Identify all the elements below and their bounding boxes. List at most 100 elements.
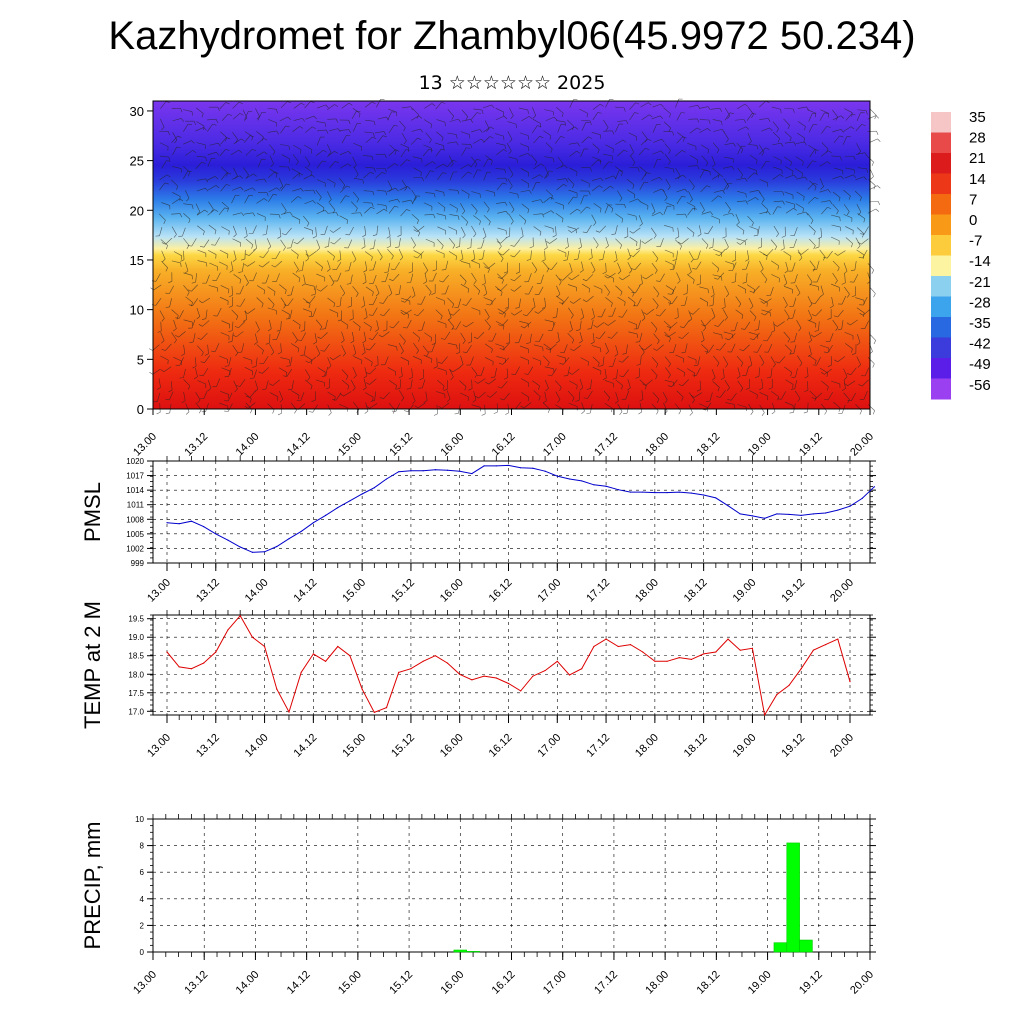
wind-barb-flag — [773, 324, 778, 327]
wind-barb-flag — [369, 248, 374, 250]
colorbar-label: -35 — [969, 315, 991, 332]
wind-barb — [627, 379, 631, 388]
wind-barb — [590, 248, 593, 258]
wind-barb — [159, 403, 161, 413]
wind-barb — [532, 182, 537, 191]
wind-barb — [339, 296, 342, 306]
wind-barb-flag — [710, 211, 714, 216]
wind-barb-flag — [539, 174, 544, 178]
wind-barb — [281, 203, 287, 212]
wind-barb — [689, 127, 698, 134]
wind-barb-flag — [340, 393, 344, 397]
wind-barb-flag — [678, 336, 683, 339]
wind-barb — [831, 297, 834, 306]
wind-barb-flag — [419, 377, 424, 380]
wind-barb — [448, 189, 458, 191]
wind-barb — [327, 151, 335, 158]
wind-barb-flag — [346, 325, 349, 330]
wind-barb — [376, 208, 385, 215]
pmsl-x-tick-label: 14.12 — [292, 577, 320, 605]
wind-barb-flag — [857, 364, 861, 368]
wind-barb — [543, 196, 551, 203]
wind-barb — [482, 250, 485, 260]
wind-barb-flag — [206, 262, 208, 267]
wind-barb — [832, 203, 839, 211]
pmsl-point — [764, 517, 766, 519]
wind-barb — [605, 263, 607, 273]
wind-barb — [220, 332, 230, 337]
precip-y-tick-label: 8 — [140, 842, 145, 851]
wind-barb-flag — [877, 138, 881, 142]
wind-barb-flag — [239, 175, 244, 179]
wind-barb-flag — [279, 399, 283, 403]
wind-barb-flag — [353, 259, 357, 263]
wind-barb — [383, 308, 390, 316]
wind-barb-flag — [641, 317, 646, 321]
wind-barb-flag — [156, 411, 161, 415]
wind-barb-flag — [749, 290, 754, 293]
wind-barb-flag — [326, 268, 331, 272]
wind-barb-flag — [527, 209, 530, 214]
wind-barb-flag — [707, 128, 711, 132]
wind-barb — [591, 214, 597, 223]
wind-barb — [664, 143, 671, 151]
wind-barb — [423, 119, 432, 125]
precip-x-tick-label: 19.00 — [746, 969, 774, 997]
wind-barb — [627, 262, 633, 271]
wind-barb-flag — [787, 125, 790, 130]
wind-barb-flag — [273, 291, 276, 296]
wind-barb — [807, 213, 814, 221]
wind-barb — [731, 343, 736, 353]
wind-barb-flag — [451, 326, 455, 331]
wind-barb — [398, 248, 404, 258]
wind-barb — [484, 274, 486, 284]
wind-barb — [608, 320, 616, 326]
wind-barb-flag — [582, 278, 587, 282]
wind-barb-flag — [179, 213, 183, 218]
wind-barb — [350, 379, 356, 388]
wind-barb — [410, 379, 413, 389]
y-tick-label: 0 — [137, 402, 144, 417]
wind-barb — [707, 225, 714, 234]
wind-barb — [687, 208, 694, 216]
wind-barb-flag — [721, 276, 723, 281]
wind-barb-flag — [198, 409, 202, 414]
wind-barb — [785, 261, 789, 271]
wind-barb-flag — [704, 169, 709, 171]
wind-barb-flag — [803, 411, 808, 414]
wind-barb — [329, 202, 336, 211]
wind-barb — [473, 138, 482, 144]
wind-barb — [400, 356, 409, 362]
wind-barb — [460, 131, 470, 135]
wind-barb — [266, 238, 272, 247]
wind-barb-flag — [450, 376, 454, 381]
wind-barb — [746, 113, 753, 121]
wind-barb — [667, 331, 676, 338]
wind-barb — [208, 201, 214, 210]
wind-barb-flag — [873, 340, 876, 345]
wind-barb-flag — [510, 255, 515, 258]
wind-barb-flag — [718, 195, 722, 198]
wind-barb-flag — [814, 330, 819, 332]
wind-barb-flag — [289, 211, 293, 216]
wind-barb — [183, 285, 190, 293]
wind-barb — [425, 132, 432, 140]
wind-barb-flag — [432, 269, 437, 272]
wind-barb-flag — [814, 186, 817, 191]
wind-barb-flag — [228, 330, 233, 333]
wind-barb — [195, 391, 201, 401]
wind-barb-flag — [727, 115, 731, 120]
pmsl-point — [751, 515, 754, 517]
wind-barb — [508, 156, 518, 160]
wind-barb — [719, 390, 726, 398]
wind-barb — [701, 211, 711, 215]
wind-barb — [494, 368, 497, 377]
wind-barb — [317, 104, 326, 109]
wind-barb-flag — [866, 168, 868, 173]
wind-barb-flag — [481, 413, 486, 416]
wind-barb — [674, 403, 682, 411]
pmsl-point — [507, 464, 510, 466]
pmsl-y-tick-label: 1014 — [126, 486, 144, 495]
wind-barb-flag — [763, 339, 768, 342]
wind-barb — [169, 298, 172, 307]
